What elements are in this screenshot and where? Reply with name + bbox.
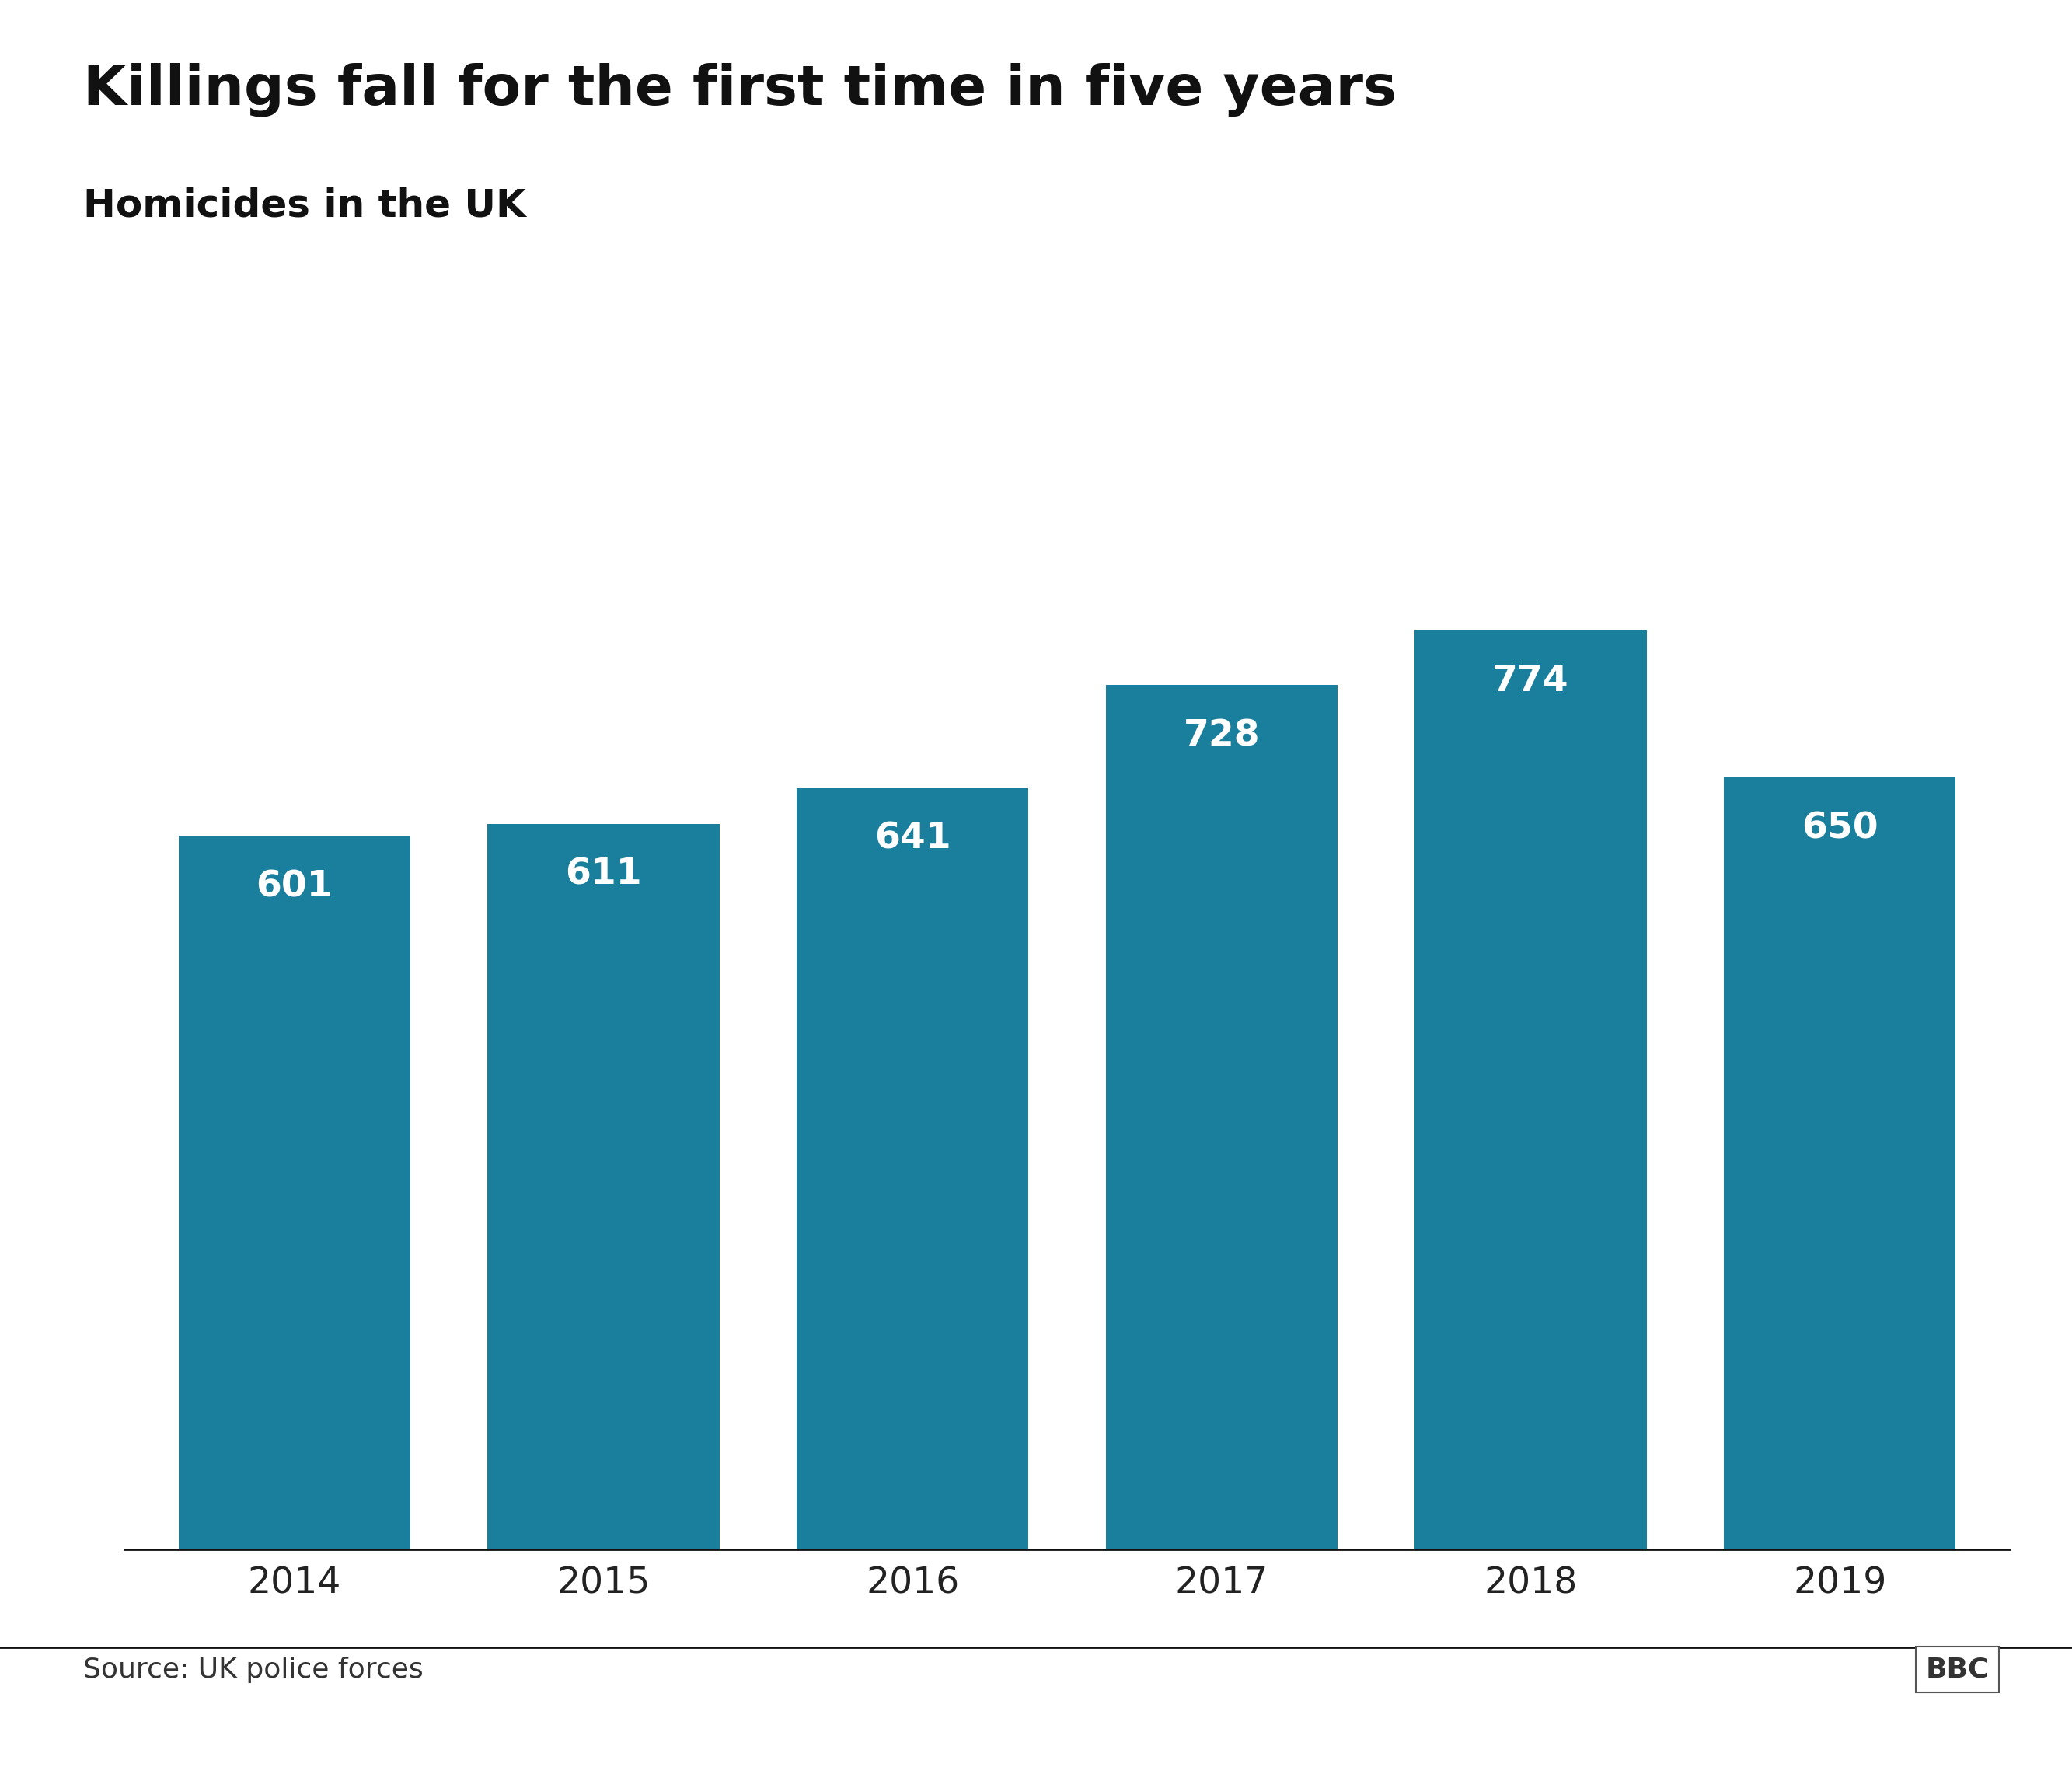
Text: 611: 611 <box>566 857 642 892</box>
Text: 728: 728 <box>1183 718 1260 753</box>
Bar <box>1106 686 1339 1549</box>
Bar <box>1415 630 1647 1549</box>
Text: BBC: BBC <box>1925 1656 1989 1683</box>
Text: 650: 650 <box>1801 810 1877 846</box>
Text: Source: UK police forces: Source: UK police forces <box>83 1656 423 1683</box>
Bar <box>1724 778 1956 1549</box>
Bar <box>487 825 719 1549</box>
Text: 641: 641 <box>874 821 951 857</box>
Text: Homicides in the UK: Homicides in the UK <box>83 187 526 224</box>
Bar <box>796 789 1028 1549</box>
Text: Killings fall for the first time in five years: Killings fall for the first time in five… <box>83 62 1397 116</box>
Text: 774: 774 <box>1492 664 1569 698</box>
Text: 601: 601 <box>257 869 334 905</box>
Bar <box>178 835 410 1549</box>
